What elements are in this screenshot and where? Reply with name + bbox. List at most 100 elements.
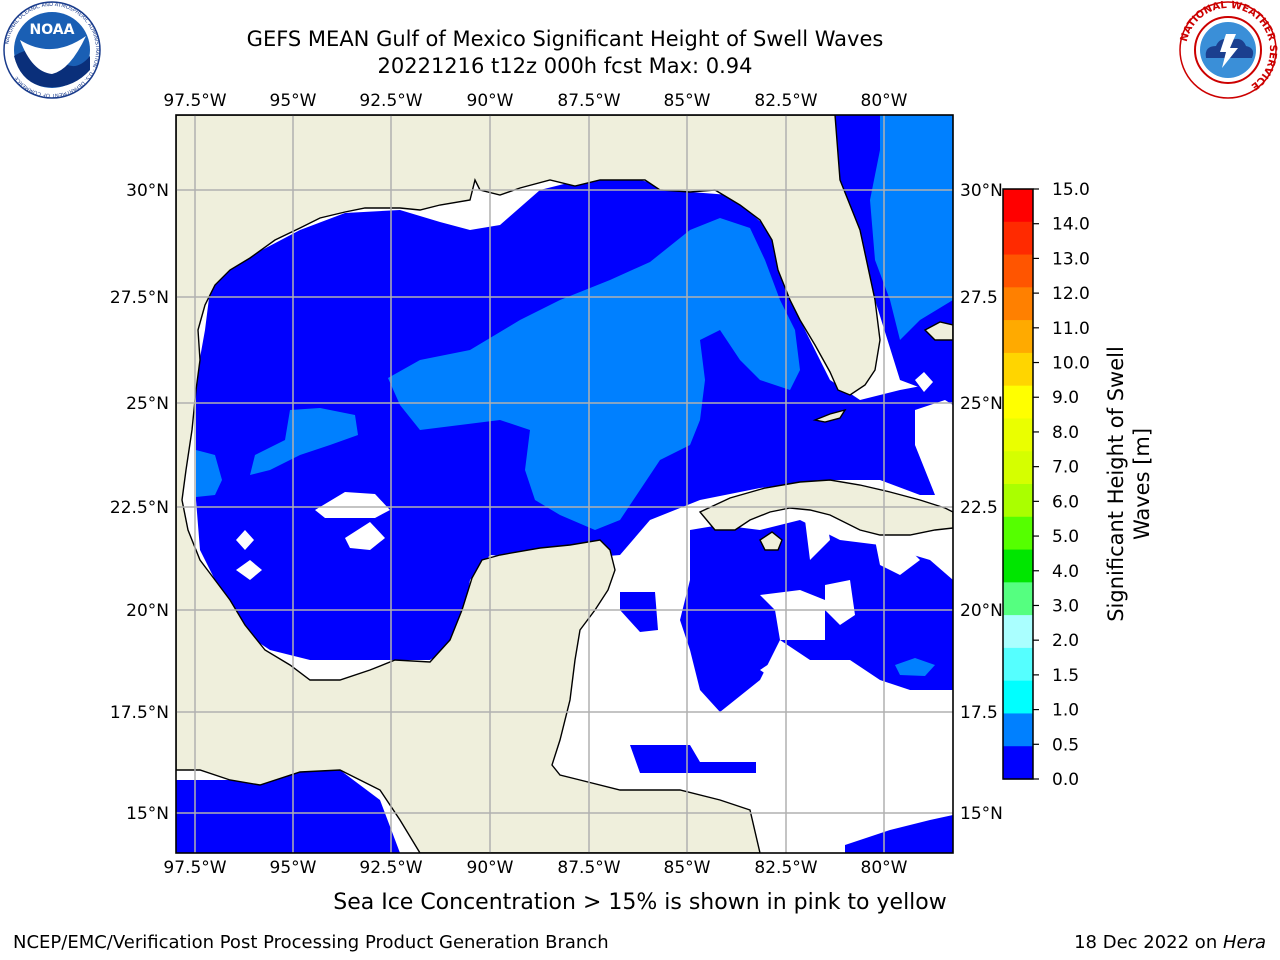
land-florida-keys (812, 408, 847, 423)
lat-label-right: 17.5 (960, 703, 998, 723)
lon-label-top: 92.5°W (359, 91, 422, 111)
nodata-patch-7 (760, 590, 825, 640)
colorbar-tick-label: 0.5 (1052, 735, 1079, 755)
lon-labels-top: 97.5°W 95°W 92.5°W 90°W 87.5°W 85°W 82.5… (163, 91, 907, 111)
colorbar-swatch (1003, 320, 1033, 354)
colorbar-tick-label: 1.5 (1052, 666, 1079, 686)
lon-label-bottom: 95°W (270, 858, 317, 878)
colorbar-swatch (1003, 418, 1033, 452)
lat-label-left: 27.5°N (110, 288, 169, 308)
credit-machine: Hera (1222, 932, 1266, 953)
colorbar-tick-label: 4.0 (1052, 562, 1079, 582)
nodata-patch-6 (915, 400, 953, 495)
nodata-patch-1 (315, 492, 390, 518)
noaa-logo-text: NOAA (30, 22, 75, 38)
lat-label-left: 22.5°N (110, 498, 169, 518)
credit-right: 18 Dec 2022 on Hera (1074, 932, 1266, 953)
lat-label-left: 17.5°N (110, 703, 169, 723)
map-area (176, 115, 953, 853)
honduras-swell-0-0.5 (630, 745, 756, 773)
nodata-patch-5 (915, 372, 933, 392)
lon-label-bottom: 90°W (467, 858, 514, 878)
colorbar-tick-label: 1.0 (1052, 701, 1079, 721)
colorbar-swatch (1003, 549, 1033, 583)
lat-label-left: 15°N (126, 804, 169, 824)
lat-label-right: 25°N (960, 394, 1003, 414)
colorbar-tick-label: 13.0 (1052, 249, 1090, 269)
colorbar-swatch (1003, 385, 1033, 420)
colorbar-tick-label: 9.0 (1052, 388, 1079, 408)
colorbar-tick-label: 11.0 (1052, 319, 1090, 339)
lat-label-left: 20°N (126, 601, 169, 621)
atlantic-swell-0.5-1 (870, 115, 953, 340)
pacific-swell-0-0.5 (176, 770, 400, 853)
lat-label-right: 27.5 (960, 288, 998, 308)
nodata-patch-11 (760, 660, 775, 680)
lon-label-top: 95°W (270, 91, 317, 111)
nodata-patch-4 (236, 560, 262, 580)
lat-labels-right: 30°N 27.5 25°N 22.5 20°N 17.5 15°N (960, 181, 1003, 824)
land-isla-juventud (759, 531, 783, 551)
colorbar-title-line1: Significant Height of Swell (1104, 346, 1128, 622)
map-title: GEFS MEAN Gulf of Mexico Significant Hei… (246, 27, 884, 51)
colorbar-swatch (1003, 221, 1033, 256)
gulf-swell-0.5-1-west (250, 408, 358, 475)
credit-left: NCEP/EMC/Verification Post Processing Pr… (13, 932, 609, 953)
lon-label-bottom: 80°W (861, 858, 908, 878)
colorbar-tick-label: 2.0 (1052, 631, 1079, 651)
nodata-patch-10 (875, 540, 920, 575)
colorbar-swatch (1003, 287, 1033, 321)
colorbar-tick-label: 12.0 (1052, 284, 1090, 304)
colorbar-swatch (1003, 484, 1033, 518)
lat-label-left: 25°N (126, 394, 169, 414)
lon-label-top: 82.5°W (754, 91, 817, 111)
lat-label-left: 30°N (126, 181, 169, 201)
lat-label-right: 20°N (960, 601, 1003, 621)
colorbar-title-group: Significant Height of Swell Waves [m] (1104, 346, 1154, 622)
pacific-swell-0-0.5-se (845, 815, 953, 853)
colorbar-swatch (1003, 582, 1033, 616)
colorbar-tick-label: 6.0 (1052, 492, 1079, 512)
noaa-logo-icon: NOAA NATIONAL OCEANIC AND ATMOSPHERIC AD… (3, 1, 101, 99)
colorbar-tick-label: 3.0 (1052, 596, 1079, 616)
colorbar-swatch (1003, 189, 1033, 223)
nodata-patch-2 (345, 522, 385, 550)
colorbar-swatch (1003, 680, 1033, 715)
graticule (176, 115, 953, 853)
sea-ice-note-text: Sea Ice Concentration > 15% is shown in … (333, 890, 947, 915)
nws-logo-icon: NATIONAL WEATHER SERVICE (1179, 0, 1278, 99)
lon-labels-bottom: 97.5°W 95°W 92.5°W 90°W 87.5°W 85°W 82.5… (163, 858, 907, 878)
lon-label-top: 87.5°W (557, 91, 620, 111)
lon-label-top: 97.5°W (163, 91, 226, 111)
map-border (175, 114, 954, 854)
lon-label-bottom: 97.5°W (163, 858, 226, 878)
nodata-patch-9 (805, 510, 830, 560)
nodata-patch-8 (825, 580, 855, 625)
lon-label-bottom: 92.5°W (359, 858, 422, 878)
lon-label-top: 90°W (467, 91, 514, 111)
colorbar-ticks: 15.0 14.0 13.0 12.0 11.0 10.0 9.0 8.0 7.0 6.0 5.0 4… (1033, 180, 1090, 790)
sea-ice-note: Sea Ice Concentration > 15% is shown in … (0, 890, 1280, 915)
colorbar-tick-label: 7.0 (1052, 458, 1079, 478)
colorbar-swatch (1003, 516, 1033, 551)
colorbar: 15.0 14.0 13.0 12.0 11.0 10.0 9.0 8.0 7.0 6.0 5.0 4… (1002, 180, 1154, 790)
lat-label-right: 22.5 (960, 498, 998, 518)
land-north-america (176, 115, 881, 853)
nodata-patch-3 (236, 530, 254, 550)
colorbar-swatch (1003, 451, 1033, 485)
colorbar-tick-label: 15.0 (1052, 180, 1090, 200)
gulf-swell-0.5-1-coast (196, 450, 222, 497)
credit-date: 18 Dec 2022 on (1074, 932, 1223, 953)
lat-label-right: 30°N (960, 181, 1003, 201)
honduras-swell-0-0.5-2 (620, 592, 658, 632)
colorbar-tick-label: 14.0 (1052, 215, 1090, 235)
colorbar-tick-label: 8.0 (1052, 423, 1079, 443)
land-andros (923, 321, 953, 341)
lat-labels-left: 30°N 27.5°N 25°N 22.5°N 20°N 17.5°N 15°N (110, 181, 169, 824)
colorbar-title-line2: Waves [m] (1130, 428, 1154, 540)
lon-label-top: 80°W (861, 91, 908, 111)
colorbar-tick-label: 5.0 (1052, 527, 1079, 547)
colorbar-swatch (1003, 713, 1033, 747)
